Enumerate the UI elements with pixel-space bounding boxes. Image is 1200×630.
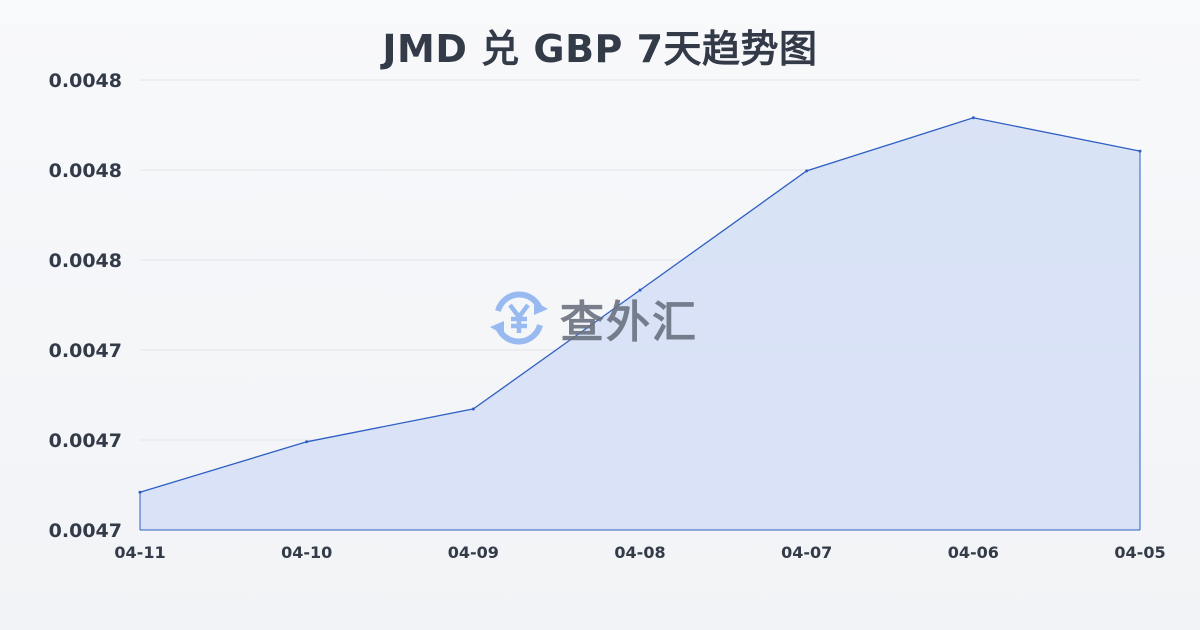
x-tick-label: 04-07 (781, 543, 832, 562)
x-tick-label: 04-09 (448, 543, 499, 562)
x-tick-label: 04-10 (281, 543, 332, 562)
data-point (805, 169, 809, 173)
data-point (138, 490, 142, 494)
data-point (305, 440, 309, 444)
area-fill (140, 117, 1140, 531)
watermark: 查外汇 (488, 286, 698, 350)
data-point (1138, 149, 1142, 153)
yen-exchange-icon (490, 291, 548, 345)
chart-title: JMD 兑 GBP 7天趋势图 (382, 27, 818, 71)
x-tick-label: 04-08 (614, 543, 665, 562)
data-point (971, 116, 975, 120)
data-point (638, 288, 642, 292)
y-tick-label: 0.0048 (49, 250, 122, 272)
x-tick-label: 04-11 (114, 543, 165, 562)
y-tick-label: 0.0047 (49, 340, 122, 362)
y-tick-label: 0.0048 (49, 70, 122, 92)
watermark-text: 查外汇 (560, 297, 698, 348)
data-point (471, 407, 475, 411)
x-tick-label: 04-05 (1114, 543, 1165, 562)
y-tick-label: 0.0047 (49, 430, 122, 452)
y-tick-label: 0.0048 (49, 160, 122, 182)
y-tick-label: 0.0047 (49, 520, 122, 542)
x-tick-label: 04-06 (948, 543, 999, 562)
